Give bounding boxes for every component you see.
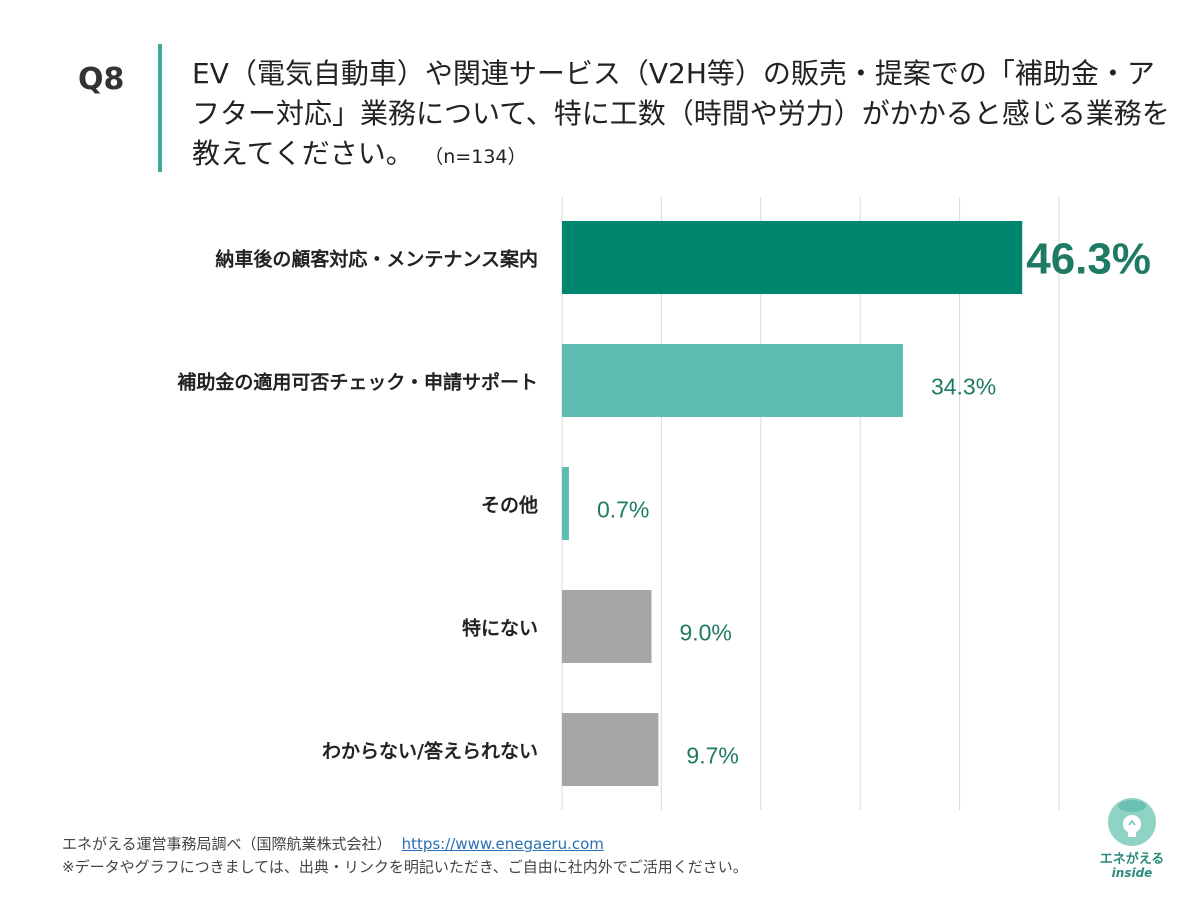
question-text: EV（電気自動車）や関連サービス（V2H等）の販売・提案での「補助金・アフター対…: [192, 54, 1172, 177]
category-label: わからない/答えられない: [322, 740, 538, 763]
bar: [562, 221, 1023, 294]
category-label: 補助金の適用可否チェック・申請サポート: [176, 371, 538, 394]
logo-subtext: inside: [1111, 866, 1153, 880]
question-number: Q8: [78, 62, 125, 97]
bar: [562, 590, 652, 663]
category-label: その他: [481, 494, 538, 517]
source-link[interactable]: https://www.enegaeru.com: [401, 835, 604, 853]
value-label: 9.0%: [679, 620, 731, 646]
value-label: 0.7%: [597, 497, 649, 523]
category-label: 特にない: [462, 618, 538, 640]
category-label: 納車後の顧客対応・メンテナンス案内: [215, 248, 538, 271]
sample-size: （n=134）: [433, 146, 527, 168]
question-accent-bar: [158, 44, 162, 172]
value-label: 9.7%: [686, 743, 738, 769]
value-label: 34.3%: [931, 374, 996, 400]
bar: [562, 467, 569, 540]
logo-text: エネがえる: [1099, 852, 1165, 867]
value-label: 46.3%: [1026, 235, 1151, 284]
brand-logo: エネがえる inside: [1082, 794, 1182, 890]
question-body: EV（電気自動車）や関連サービス（V2H等）の販売・提案での「補助金・アフター対…: [192, 57, 1170, 170]
bar: [562, 713, 659, 786]
bar: [562, 344, 903, 417]
source-credit: エネがえる運営事務局調べ（国際航業株式会社）: [62, 835, 392, 853]
footer: エネがえる運営事務局調べ（国際航業株式会社） https://www.enegae…: [62, 833, 748, 879]
lightbulb-icon: [1108, 798, 1156, 846]
usage-note: ※データやグラフにつきましては、出典・リンクを明記いただき、ご自由に社内外でご活…: [62, 858, 748, 876]
bar-chart: 納車後の顧客対応・メンテナンス案内 46.3% 補助金の適用可否チェック・申請サポー…: [176, 197, 1151, 810]
